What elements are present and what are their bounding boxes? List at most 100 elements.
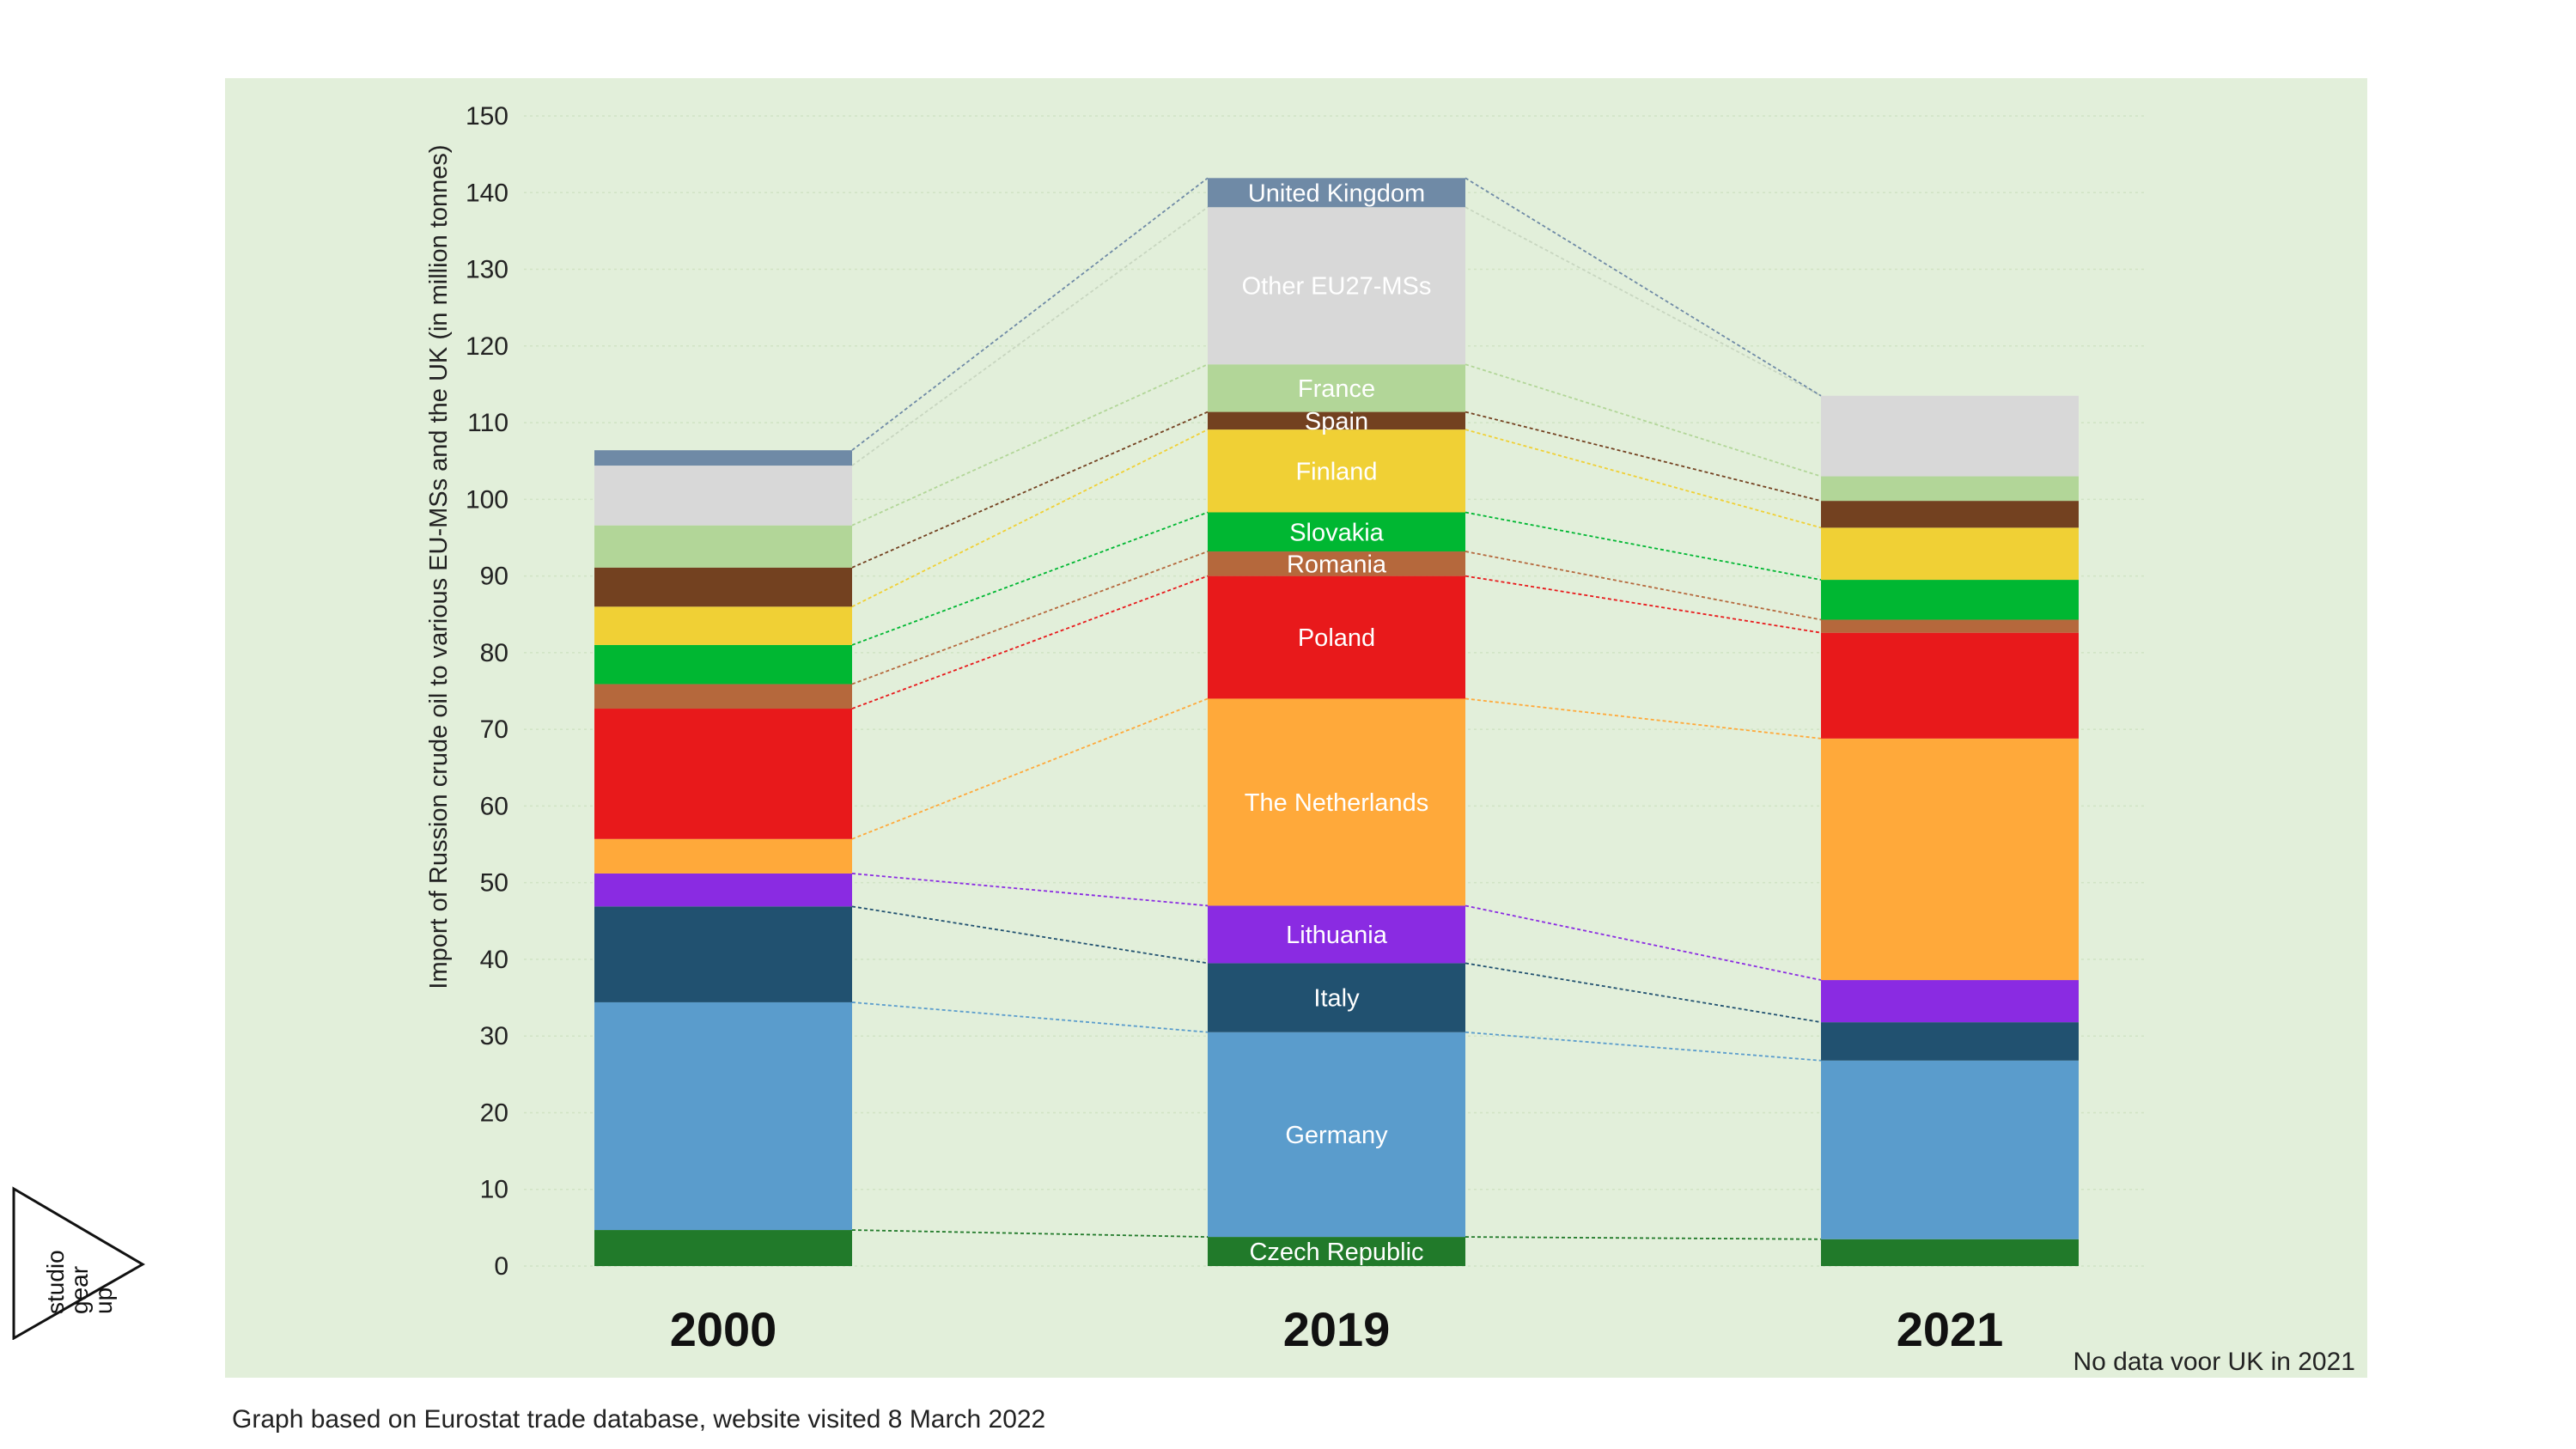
source-caption: Graph based on Eurostat trade database, … [232,1405,1046,1434]
logo-text-up: up [90,1288,117,1314]
annotation-no-uk-data: No data voor UK in 2021 [2073,1348,2355,1376]
connector-line [1465,511,1822,581]
segment-label: Romania [1287,551,1387,578]
connector-line [851,411,1209,569]
bar-segment [1208,429,1465,513]
bar-segment [1821,738,2079,981]
bar-segment [594,1002,852,1231]
connector-line [851,511,1209,646]
x-category-label: 2000 [670,1302,777,1356]
y-tick-label: 10 [480,1176,509,1204]
connector-line [1465,429,1822,529]
bar-segment [1208,364,1465,412]
bar-segment [1821,580,2079,620]
connector-line [851,363,1209,527]
y-axis-label: Import of Russion crude oil to various E… [425,144,453,989]
bar-segment [594,525,852,568]
y-tick-label: 80 [480,639,509,667]
y-tick-label: 30 [480,1022,509,1050]
bar-segment [1821,619,2079,633]
y-tick-label: 140 [466,179,509,207]
bar-segment [1821,632,2079,739]
connector-line [1465,206,1822,397]
connector-line [1465,551,1822,621]
y-axis-ticks: 0 10 20 30 40 50 60 70 80 90 100 110 120 130 140 150 [466,102,509,1281]
bar-segment [594,1230,852,1266]
bar-segment [594,606,852,645]
y-tick-label: 90 [480,563,509,591]
bar-segment [1208,963,1465,1032]
bar-segment [594,684,852,709]
x-category-label: 2021 [1897,1302,2004,1356]
y-tick-label: 110 [467,409,509,437]
connector-line [851,177,1209,451]
bar-segment [1208,905,1465,964]
y-tick-label: 40 [480,946,509,974]
y-tick-label: 150 [466,102,509,131]
studio-gear-up-logo: studio gear up [12,1186,145,1340]
bar-segment [1821,980,2079,1023]
connector-line [1465,1236,1822,1240]
connector-lines [851,177,1822,1240]
bar-segment [1208,551,1465,576]
y-tick-label: 100 [466,485,509,514]
segment-label: Italy [1313,985,1360,1013]
x-category-label: 2019 [1283,1302,1391,1356]
logo-text-gear: gear [66,1266,93,1314]
y-tick-label: 50 [480,869,509,898]
bar-segment [1208,411,1465,430]
connector-line [851,575,1209,709]
y-tick-label: 0 [494,1252,509,1281]
y-tick-label: 20 [480,1099,509,1127]
bar-segment [1208,178,1465,208]
stacked-bars [594,178,2079,1266]
segment-label: Czech Republic [1249,1239,1423,1266]
segment-label: Germany [1285,1122,1388,1149]
bar-segment [594,873,852,907]
bar-segment [594,838,852,874]
bar-segment [1821,1060,2079,1239]
bar-segment [1208,1032,1465,1238]
segment-label: France [1298,375,1375,403]
connector-line [1465,904,1822,981]
bar-segment [594,709,852,839]
bar-segment [1821,527,2079,581]
x-axis-categories: 2000 2019 2021 [670,1302,2004,1356]
bar-segment [594,450,852,466]
bar-segment [1208,575,1465,699]
segment-label: Other EU27-MSs [1242,273,1432,301]
bar-segment [594,567,852,607]
y-tick-label: 70 [480,715,509,744]
bar-segment [1821,1239,2079,1266]
y-tick-label: 60 [480,792,509,820]
segment-label: United Kingdom [1248,180,1425,207]
bar-segment [1208,512,1465,552]
bar-segment [1208,698,1465,906]
connector-line [1465,177,1822,397]
segment-label: Spain [1305,408,1368,435]
bar-segment [594,466,852,526]
bar-segment [1821,1022,2079,1061]
segment-labels: Czech Republic Germany Italy Lithuania The N… [1242,180,1432,1266]
segment-label: The Netherlands [1245,789,1428,817]
segment-label: Poland [1298,624,1375,652]
connector-line [1465,363,1822,478]
segment-label: Finland [1295,458,1377,485]
connector-line [851,429,1209,608]
connector-line [1465,1031,1822,1062]
bar-segment [594,906,852,1002]
segment-label: Lithuania [1286,922,1388,949]
y-tick-label: 130 [466,256,509,284]
y-tick-label: 120 [466,332,509,361]
bar-segment [1208,1237,1465,1266]
connector-line [851,1229,1209,1238]
bar-segment [1208,207,1465,365]
connector-line [851,551,1209,685]
bar-segment [1821,476,2079,502]
connector-line [851,1002,1209,1033]
connector-line [851,873,1209,907]
connector-line [1465,411,1822,502]
segment-label: Slovakia [1289,519,1384,546]
connector-line [851,206,1209,466]
